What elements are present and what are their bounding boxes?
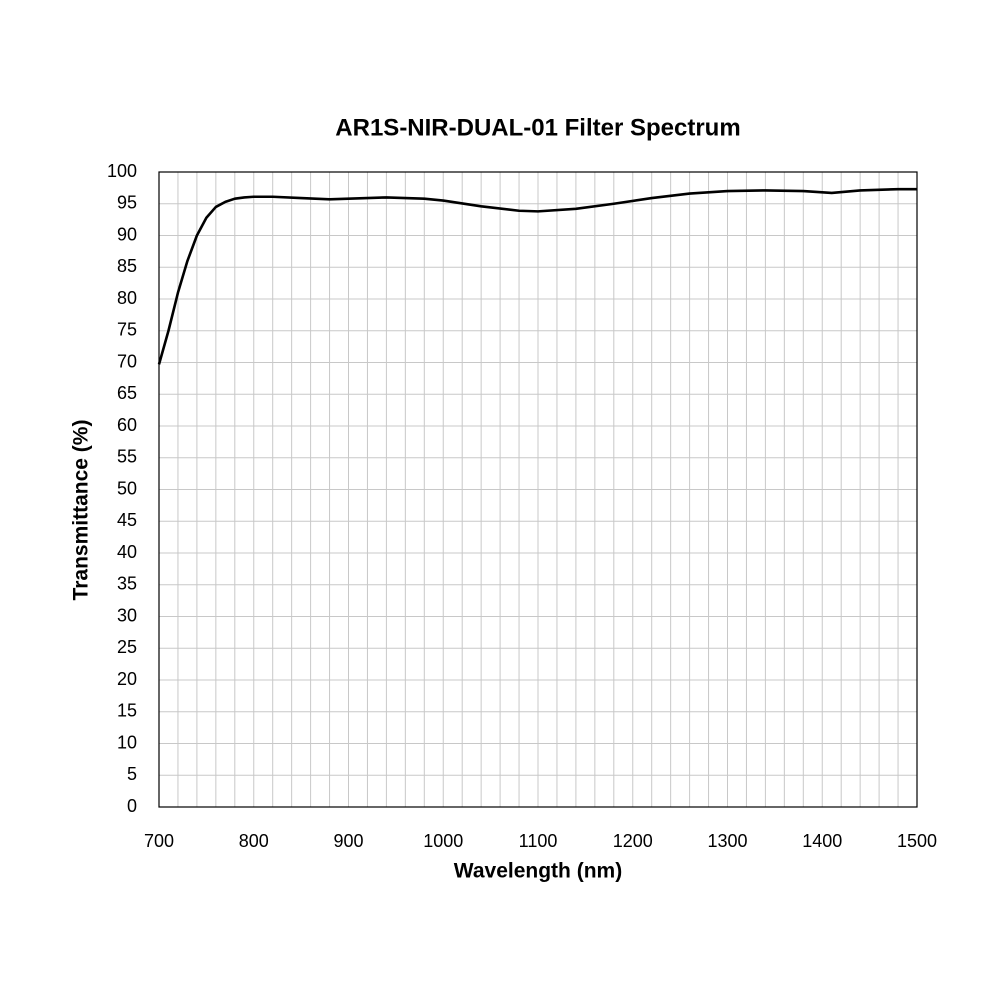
y-tick-label: 100 xyxy=(107,161,137,181)
y-tick-label: 15 xyxy=(117,701,137,721)
y-tick-label: 35 xyxy=(117,574,137,594)
y-tick-label: 65 xyxy=(117,383,137,403)
y-tick-label: 80 xyxy=(117,288,137,308)
y-tick-label: 5 xyxy=(127,764,137,784)
x-tick-label: 1200 xyxy=(613,831,653,851)
y-tick-label: 50 xyxy=(117,478,137,498)
data-line xyxy=(157,187,917,365)
x-tick-label: 900 xyxy=(333,831,363,851)
y-tick-label: 20 xyxy=(117,669,137,689)
x-tick-label: 700 xyxy=(144,831,174,851)
y-tick-label: 60 xyxy=(117,415,137,435)
y-tick-label: 30 xyxy=(117,605,137,625)
y-tick-label: 45 xyxy=(117,510,137,530)
y-tick-label: 55 xyxy=(117,447,137,467)
x-axis-title: Wavelength (nm) xyxy=(454,860,622,883)
x-tick-label: 1100 xyxy=(519,831,558,851)
x-tick-label: 1500 xyxy=(897,831,937,851)
x-tick-label: 800 xyxy=(239,831,269,851)
y-tick-label: 10 xyxy=(117,732,137,752)
x-tick-label: 1000 xyxy=(423,831,463,851)
y-tick-label: 90 xyxy=(117,224,137,244)
y-tick-label: 40 xyxy=(117,542,137,562)
x-tick-label: 1300 xyxy=(707,831,747,851)
x-tick-label: 1400 xyxy=(802,831,842,851)
y-tick-label: 95 xyxy=(117,193,137,213)
y-tick-label: 25 xyxy=(117,637,137,657)
chart-title: AR1S-NIR-DUAL-01 Filter Spectrum xyxy=(335,114,740,141)
y-tick-label: 70 xyxy=(117,351,137,371)
plot-frame xyxy=(158,171,918,808)
y-tick-label: 85 xyxy=(117,256,137,276)
y-axis-title: Transmittance (%) xyxy=(70,420,93,601)
y-tick-label: 0 xyxy=(127,796,137,816)
y-tick-label: 75 xyxy=(117,320,137,340)
